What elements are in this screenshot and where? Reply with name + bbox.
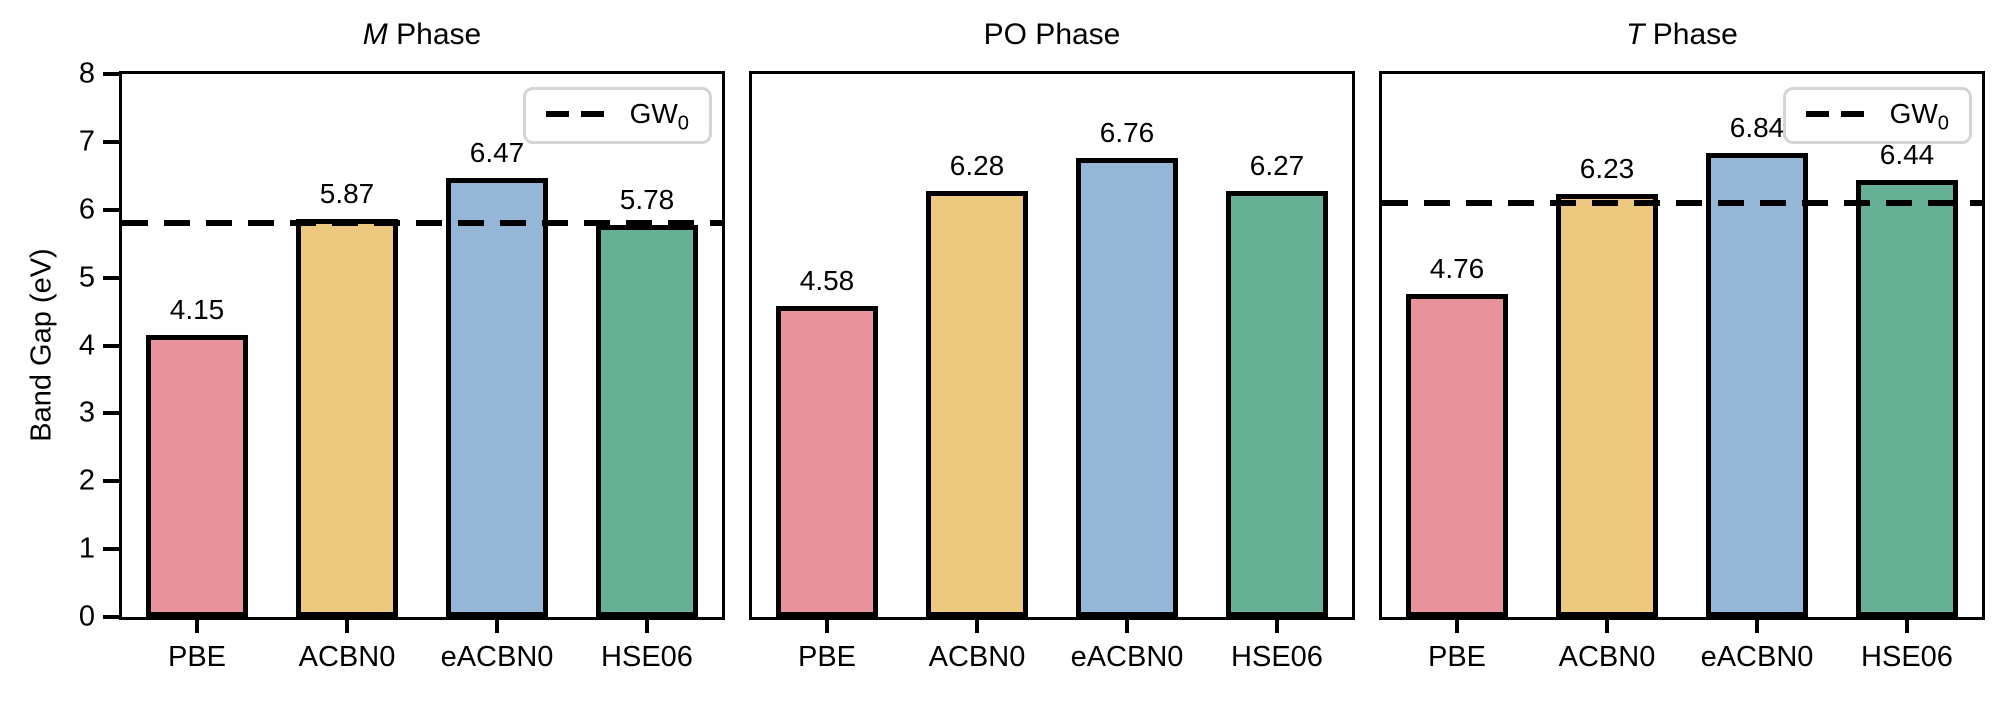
gw0-dashed-line <box>1382 199 1982 206</box>
y-tick-mark <box>103 207 119 212</box>
bar-acbn0 <box>1556 194 1658 617</box>
x-tick-mark <box>825 620 829 633</box>
y-tick-mark <box>103 343 119 348</box>
x-tick-mark <box>1125 620 1129 633</box>
y-tick-mark <box>103 411 119 416</box>
bar-value-label: 6.23 <box>1579 153 1635 185</box>
x-tick-mark <box>495 620 499 633</box>
x-tick-mark <box>345 620 349 633</box>
y-tick-mark <box>103 139 119 144</box>
panel-title: PO Phase <box>752 18 1352 52</box>
y-tick-mark <box>103 275 119 280</box>
legend-label-text: GW <box>629 98 678 129</box>
x-tick-mark <box>195 620 199 633</box>
panel-title: M Phase <box>122 18 722 52</box>
dashed-line-icon <box>1805 111 1864 117</box>
bar-value-label: 6.28 <box>949 149 1005 181</box>
panel-title-text: Phase <box>387 18 482 51</box>
x-tick-label: eACBN0 <box>1700 641 1814 673</box>
x-tick-mark <box>1455 620 1459 633</box>
panel-title-text: Phase <box>1644 18 1738 51</box>
panel-title-text: PO Phase <box>983 18 1121 51</box>
bar-hse06 <box>596 224 698 617</box>
bar-value-label: 5.87 <box>319 177 375 209</box>
bar-pbe <box>1406 293 1508 617</box>
x-tick-mark <box>1605 620 1609 633</box>
gw0-dashed-line <box>122 220 722 227</box>
dashed-line-icon <box>545 111 604 117</box>
subplot-panel-3: T Phase PBE 4.76 ACBN0 6.23 eACBN0 6.84 HSE06 6.… <box>1379 18 1985 672</box>
bar-value-label: 6.47 <box>469 136 525 168</box>
x-tick-label: HSE06 <box>1861 641 1953 673</box>
y-tick-label: 2 <box>78 464 95 497</box>
y-tick-mark <box>103 547 119 552</box>
bar-value-label: 6.27 <box>1249 150 1305 182</box>
gw0-legend: GW0 <box>522 87 712 144</box>
x-tick-label: eACBN0 <box>1070 641 1184 673</box>
bar-pbe <box>776 306 878 617</box>
y-tick-mark <box>103 72 119 76</box>
x-tick-label: HSE06 <box>1231 641 1323 673</box>
panel-title-italic: M <box>362 18 388 51</box>
legend-label-subscript: 0 <box>677 112 689 135</box>
bar-value-label: 5.78 <box>619 183 675 215</box>
bar-eacbn0 <box>1706 152 1808 617</box>
bar-value-label: 6.44 <box>1879 138 1935 170</box>
bar-hse06 <box>1856 179 1958 617</box>
gw0-legend: GW0 <box>1782 87 1972 144</box>
x-tick-label: PBE <box>1427 641 1487 673</box>
bar-value-label: 4.76 <box>1429 252 1485 284</box>
legend-label: GW0 <box>629 98 689 134</box>
panel-title-italic: T <box>1626 18 1645 51</box>
bar-value-label: 6.84 <box>1729 111 1785 143</box>
bar-value-label: 4.58 <box>799 265 855 297</box>
x-tick-mark <box>1905 620 1909 633</box>
legend-label-text: GW <box>1889 98 1938 129</box>
y-tick-label: 4 <box>78 329 95 361</box>
x-tick-label: PBE <box>167 641 227 673</box>
subplot-panel-1: M Phase PBE 4.15 ACBN0 5.87 eACBN0 6.47 HSE06 5.… <box>79 18 725 672</box>
y-tick-mark <box>103 479 119 484</box>
x-tick-label: HSE06 <box>601 641 693 673</box>
y-tick-mark <box>103 615 119 619</box>
bar-eacbn0 <box>1076 158 1178 617</box>
x-tick-mark <box>645 620 649 633</box>
x-tick-mark <box>1755 620 1759 633</box>
y-axis-label: Band Gap (eV) <box>25 248 58 442</box>
bar-eacbn0 <box>446 177 548 617</box>
x-tick-label: eACBN0 <box>440 641 554 673</box>
x-tick-mark <box>975 620 979 633</box>
y-tick-label: 7 <box>78 125 95 158</box>
y-tick-label: 5 <box>78 261 95 294</box>
bar-acbn0 <box>296 218 398 617</box>
bar-acbn0 <box>926 190 1028 617</box>
y-tick-label: 8 <box>78 57 95 90</box>
x-tick-label: ACBN0 <box>298 641 396 673</box>
bar-hse06 <box>1226 191 1328 617</box>
x-tick-label: PBE <box>797 641 857 673</box>
bar-pbe <box>146 335 248 617</box>
y-tick-label: 1 <box>78 532 95 565</box>
bar-value-label: 6.76 <box>1099 117 1155 149</box>
panel-title: T Phase <box>1382 18 1982 52</box>
x-tick-label: ACBN0 <box>928 641 1026 673</box>
legend-label: GW0 <box>1889 98 1949 134</box>
legend-label-subscript: 0 <box>1937 112 1949 135</box>
y-tick-label: 0 <box>78 600 95 633</box>
x-tick-mark <box>1275 620 1279 633</box>
x-tick-label: ACBN0 <box>1558 641 1656 673</box>
subplot-panel-2: PO Phase PBE 4.58 ACBN0 6.28 eACBN0 6.76 HSE06 6… <box>749 18 1355 672</box>
y-tick-label: 6 <box>78 193 95 226</box>
bar-value-label: 4.15 <box>169 294 225 326</box>
y-tick-label: 3 <box>78 396 95 429</box>
